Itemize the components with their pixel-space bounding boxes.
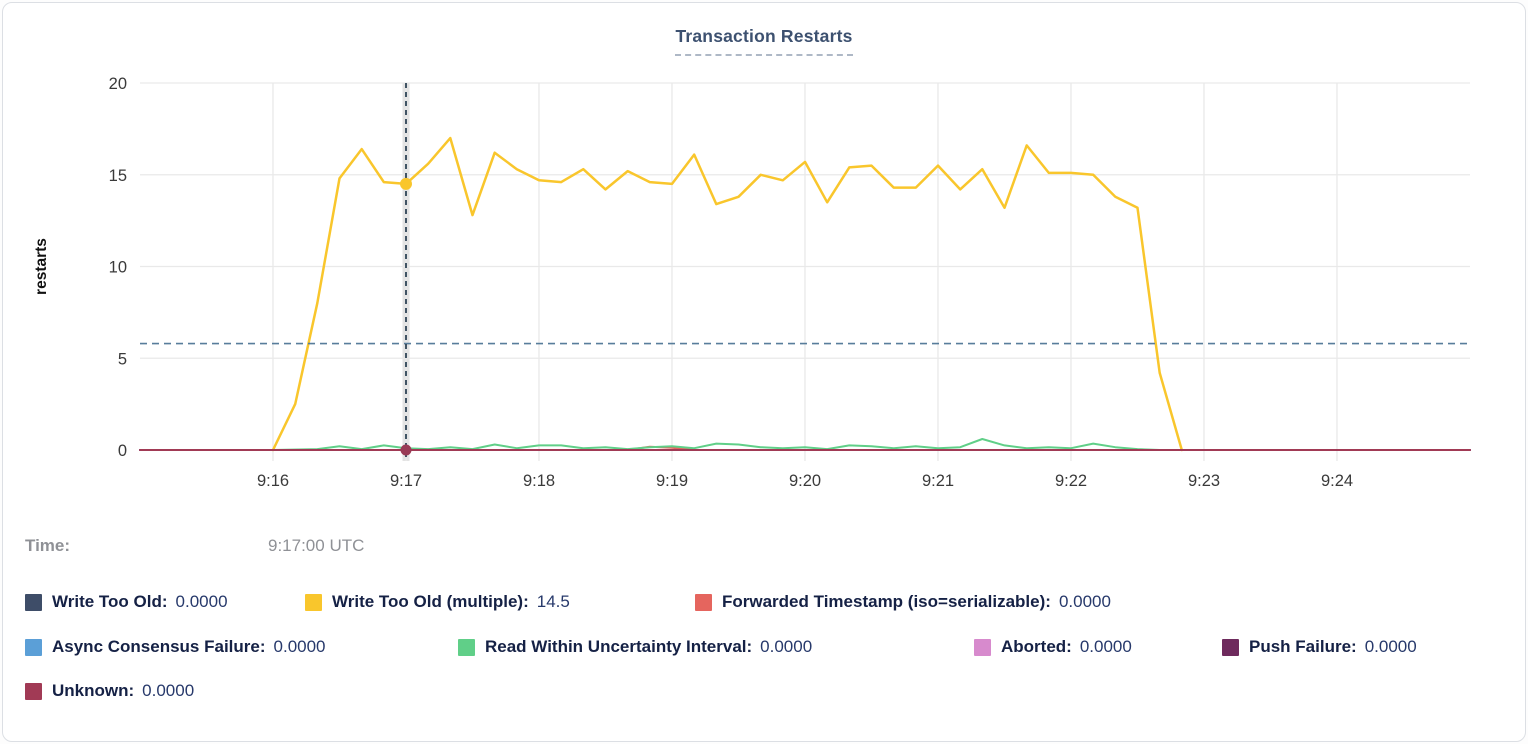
legend-item-async-consensus-failure[interactable]: Async Consensus Failure: 0.0000 <box>25 637 458 657</box>
legend-item-write-too-old-multiple[interactable]: Write Too Old (multiple): 14.5 <box>305 592 695 612</box>
legend-label: Aborted: <box>1001 637 1072 656</box>
legend-swatch-push-failure <box>1222 638 1239 656</box>
legend-value: 0.0000 <box>760 637 813 656</box>
legend-swatch-write-too-old-multiple <box>305 593 322 611</box>
legend-label: Write Too Old: <box>52 592 168 611</box>
legend-row-3: Unknown: 0.0000 <box>25 681 1508 701</box>
legend-label: Unknown: <box>52 681 135 700</box>
x-tick-label: 9:24 <box>1321 472 1353 490</box>
y-tick-label: 20 <box>109 75 127 93</box>
x-tick-label: 9:16 <box>257 472 289 490</box>
y-tick-label: 15 <box>109 167 127 185</box>
legend-row-1: Write Too Old: 0.0000 Write Too Old (multi… <box>25 592 1508 612</box>
legend-swatch-write-too-old <box>25 593 42 611</box>
chart-title-wrap: Transaction Restarts <box>0 26 1528 56</box>
legend-item-unknown[interactable]: Unknown: 0.0000 <box>25 681 194 701</box>
legend-item-aborted[interactable]: Aborted: 0.0000 <box>974 637 1222 657</box>
x-tick-label: 9:18 <box>523 472 555 490</box>
legend-value: 0.0000 <box>1058 592 1111 611</box>
x-tick-label: 9:21 <box>922 472 954 490</box>
tooltip-time-label: Time: <box>25 536 71 555</box>
legend-swatch-forwarded-timestamp-iso-serializable <box>695 593 712 611</box>
x-tick-label: 9:20 <box>789 472 821 490</box>
tooltip-time-value: 9:17:00 UTC <box>268 536 365 555</box>
tooltip-time-row: Time: 9:17:00 UTC <box>25 536 1508 556</box>
legend-label: Write Too Old (multiple): <box>332 592 529 611</box>
legend-value: 14.5 <box>536 592 570 611</box>
legend-label: Read Within Uncertainty Interval: <box>485 637 753 656</box>
legend-value: 0.0000 <box>1079 637 1132 656</box>
y-axis-label: restarts <box>33 238 50 295</box>
legend-item-read-within-uncertainty-interval[interactable]: Read Within Uncertainty Interval: 0.0000 <box>458 637 974 657</box>
chart-title[interactable]: Transaction Restarts <box>675 26 853 56</box>
legend-swatch-aborted <box>974 638 991 656</box>
transaction-restarts-chart[interactable]: 9:16 9:17 9:18 9:19 9:20 9:21 9:22 9:23 9:24 0 5 10… <box>0 0 1528 520</box>
y-tick-label: 0 <box>118 442 127 460</box>
highlight-dot <box>400 177 412 190</box>
legend-item-forwarded-timestamp-iso-serializable[interactable]: Forwarded Timestamp (iso=serializable): 0… <box>695 592 1111 612</box>
legend-label: Push Failure: <box>1249 637 1357 656</box>
y-tick-label: 10 <box>109 259 127 277</box>
highlight-dot <box>400 444 412 456</box>
legend-label: Async Consensus Failure: <box>52 637 266 656</box>
legend-value: 0.0000 <box>175 592 228 611</box>
legend-item-write-too-old[interactable]: Write Too Old: 0.0000 <box>25 592 305 612</box>
legend-row-2: Async Consensus Failure: 0.0000 Read Withi… <box>25 637 1508 657</box>
y-tick-label: 5 <box>118 350 127 368</box>
legend-value: 0.0000 <box>142 681 195 700</box>
legend-label: Forwarded Timestamp (iso=serializable): <box>722 592 1051 611</box>
x-tick-label: 9:19 <box>656 472 688 490</box>
legend-swatch-unknown <box>25 682 42 700</box>
legend-item-push-failure[interactable]: Push Failure: 0.0000 <box>1222 637 1417 657</box>
x-tick-label: 9:23 <box>1188 472 1220 490</box>
series-line-read-within-uncertainty-interval <box>272 438 1161 451</box>
legend-value: 0.0000 <box>1364 637 1417 656</box>
legend-value: 0.0000 <box>273 637 326 656</box>
x-tick-label: 9:17 <box>390 472 422 490</box>
x-tick-label: 9:22 <box>1055 472 1087 490</box>
series-line-write-too-old-multiple <box>271 136 1184 452</box>
legend-swatch-async-consensus-failure <box>25 638 42 656</box>
legend-swatch-read-within-uncertainty-interval <box>458 638 475 656</box>
